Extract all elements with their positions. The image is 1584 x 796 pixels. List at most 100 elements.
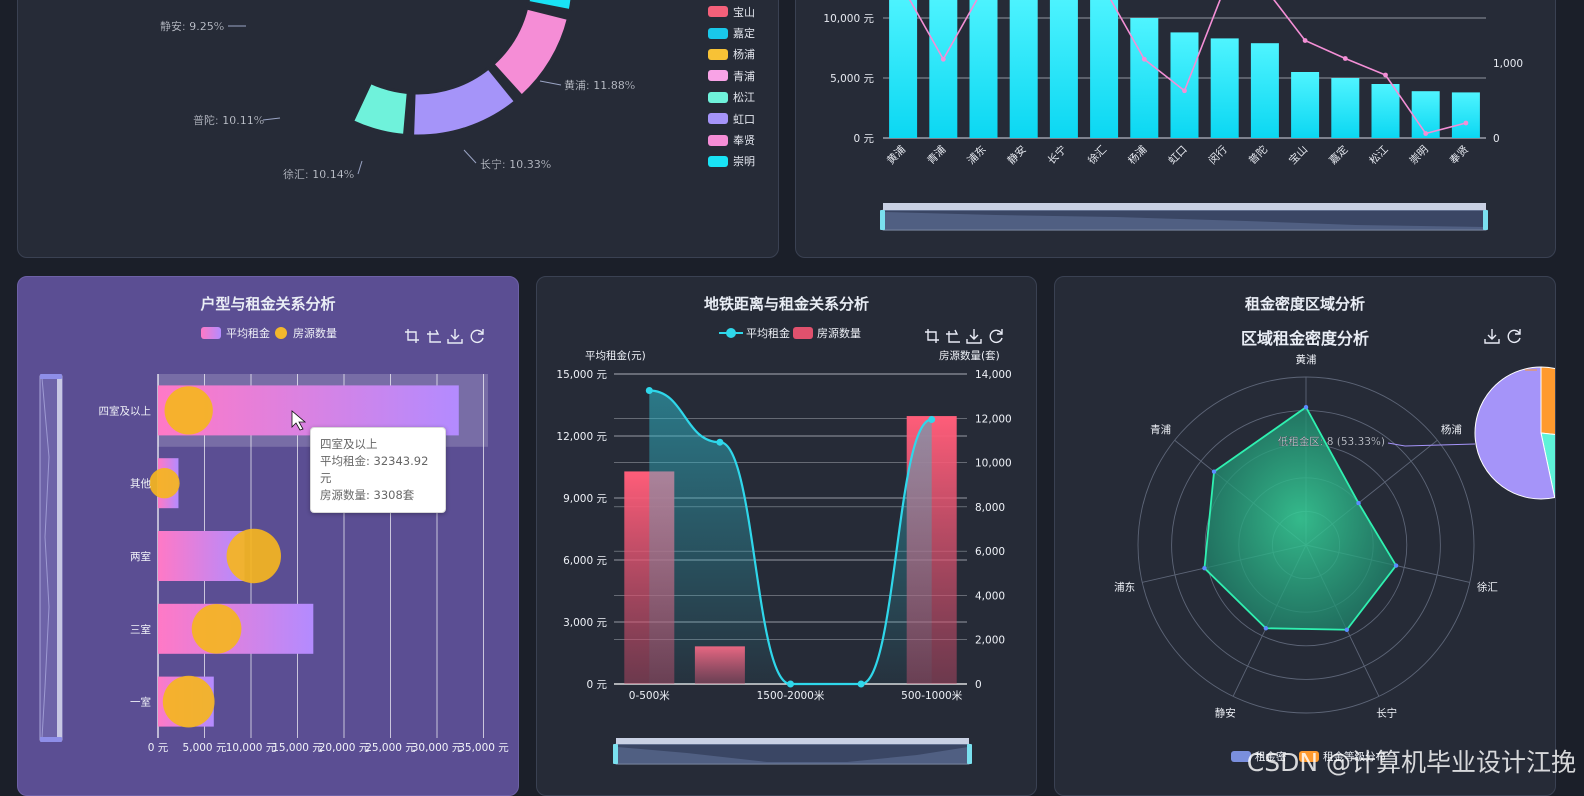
download-icon-path [1484,329,1500,344]
datazoom-handle-left [613,744,618,764]
download-icon-path [447,329,463,344]
radar-point [1344,627,1350,632]
district-count-point [940,56,946,62]
donut-legend-item[interactable]: 青浦 [708,65,755,86]
legend-swatch [708,6,728,18]
donut-leader-line [539,80,562,86]
tooltip-rent: 平均租金: 32343.92元 [320,454,429,485]
district-rent-bar [1210,38,1239,138]
donut-legend-item[interactable]: 奉贤 [708,129,755,150]
x-axis-tick: 杨浦 [1125,143,1149,167]
x-axis-tick: 宝山 [1286,143,1310,167]
donut-slice-6 [350,81,410,137]
y-axis-tick: 一室 [130,696,151,709]
right-axis-tick: 2,000 [975,635,1005,647]
district-rent-bar [929,0,958,138]
download-icon [966,329,982,344]
district-count-point [1141,56,1147,62]
room-type-title: 户型与租金关系分析 [200,295,336,313]
right-axis-tick: 4,000 [975,590,1005,602]
refresh-icon-path [989,329,1003,344]
download-icon [447,329,463,344]
left-axis-tick: 12,000 元 [556,431,607,443]
legend-swatch [708,134,728,146]
zoom-icon-path [405,329,419,343]
legend-count-label: 房源数量 [293,326,337,340]
district-rent-bar [1411,91,1440,138]
room-type-tooltip: 四室及以上 平均租金: 32343.92元 房源数量: 3308套 [310,427,446,513]
pie-leader-line [1387,442,1476,447]
density-inner-title: 区域租金密度分析 [1240,329,1369,348]
donut-legend: 宝山 嘉定 杨浦青浦松江虹口奉贤崇明 [708,1,755,172]
donut-leader-line [357,160,363,175]
legend-label: 松江 [733,91,755,105]
donut-legend-item[interactable]: 崇明 [708,151,755,172]
x-axis-tick: 虹口 [1166,144,1189,167]
donut-legend-item[interactable]: 松江 [708,87,755,108]
x-axis-tick: 20,000 元 [319,742,370,754]
datazoom-v-handle-top [40,374,62,379]
density-legend-label: 租金密 [1255,750,1287,763]
room-type-panel: 户型与租金关系分析 平均租金 房源数量 一室 三室 两室 其他 四室及以上 0 元 5,000 … [17,276,519,796]
district-rent-bar [1371,84,1400,138]
radar-label: 杨浦 [1441,423,1463,436]
district-rent-bar [1250,43,1279,139]
donut-legend-item[interactable]: 宝山 [708,1,755,22]
y-axis-tick: 其他 [130,477,151,490]
tooltip-title: 四室及以上 [320,437,378,451]
donut-slice-5 [411,66,518,138]
tooltip-count: 房源数量: 3308套 [320,488,415,502]
radar-label: 青浦 [1150,423,1172,436]
refresh-icon-path [1507,329,1521,344]
pie-slice-label: 低租金区: 8 (53.33%) [1278,435,1385,448]
donut-leader-line [463,149,477,164]
district-rent-bar [1291,72,1320,138]
x-axis-tick: 徐汇 [1085,143,1109,167]
donut-slice-4 [491,6,570,98]
density-outer-title: 租金密度区域分析 [1244,295,1365,313]
zoom-reset-icon-path [946,329,960,343]
right-axis-tick: 0 [1493,133,1500,145]
radar-area [1203,405,1398,631]
right-axis-tick: 12,000 [975,413,1012,425]
csdn-watermark: CSDN @计算机毕业设计江挽 [1246,748,1576,777]
left-axis-tick: 9,000 元 [563,493,607,505]
district-rent-bar [1049,0,1078,138]
radar-point [1202,565,1207,571]
legend-label: 奉贤 [733,134,755,148]
download-icon-path [966,329,982,344]
metro-rent-point [716,438,724,446]
zoom-reset-icon [946,329,960,343]
x-axis-tick: 闵行 [1206,143,1230,167]
zoom-reset-icon-path [427,329,441,343]
density-panel: 租金密度区域分析 区域租金密度分析 黄浦 杨浦 徐汇 长宁 静安 浦东 青浦 低租金区: 8 … [1054,276,1556,796]
zoom-icon [925,329,939,343]
donut-legend-item[interactable]: 嘉定 [708,22,755,43]
datazoom-handle-right [967,744,972,764]
metro-panel: 地铁距离与租金关系分析 平均租金 房源数量 平均租金(元) 房源数量(套) 0 元 3,0… [536,276,1037,796]
donut-legend-item[interactable]: 虹口 [708,108,755,129]
radar-point [1393,563,1399,568]
metro-rent-point [857,680,865,688]
legend-count-swatch [793,327,813,339]
donut-legend-item[interactable]: 杨浦 [708,44,755,65]
datazoom-v-handle-bottom [40,737,62,742]
district-rent-bar [1170,32,1199,138]
legend-label: 青浦 [733,69,755,83]
x-axis-tick: 普陀 [1246,143,1270,167]
pie-slice [1474,366,1555,500]
datazoom-v-shadow [41,377,50,739]
legend-rent-label: 平均租金 [746,326,790,340]
left-axis-tick: 15,000 元 [556,369,607,381]
zoom-icon-path [925,329,939,343]
x-axis-tick: 10,000 元 [226,742,277,754]
district-rent-panel: 0 元 5,000 元 10,000 元 0 1,000 黄浦 青浦 浦东 静安 长宁 徐汇 杨浦 虹口… [795,0,1556,258]
radar-point [1211,469,1217,474]
district-count-point [1182,88,1187,94]
legend-label: 崇明 [733,155,755,169]
x-axis-tick: 崇明 [1407,144,1430,167]
room-count-bubble [191,603,242,654]
radar-label: 徐汇 [1477,580,1498,593]
pie-slice [1540,366,1555,435]
